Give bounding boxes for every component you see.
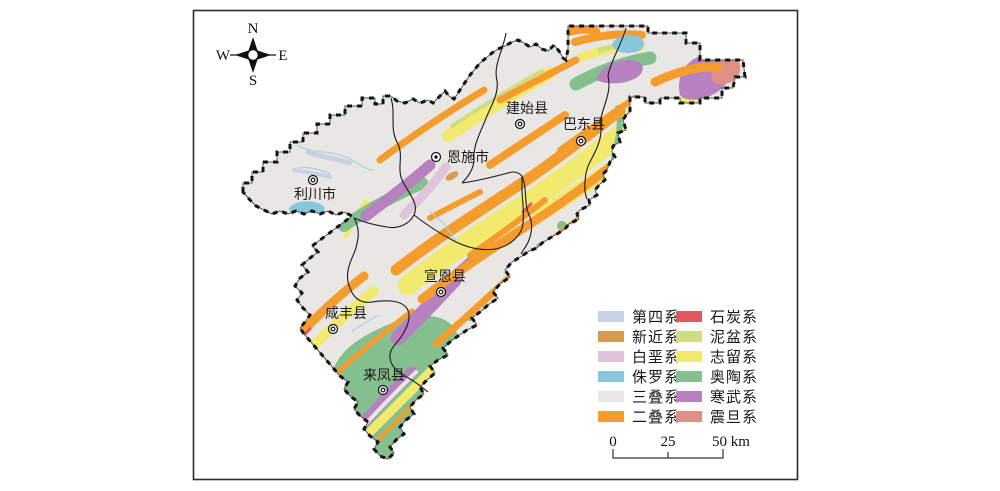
scale-bar: 0 25 50 km (609, 434, 750, 459)
geology-permian-band (297, 271, 369, 337)
city-symbol-xuanen (435, 286, 447, 298)
county-boundary-line (520, 175, 533, 255)
geology-silurian-band (398, 116, 642, 295)
legend-label: 二叠系 (632, 409, 681, 426)
geology-permian-band (650, 62, 723, 87)
legend-swatch (598, 310, 624, 322)
legend-swatch (598, 350, 624, 362)
compass-n-label: N (248, 21, 259, 37)
legend-label: 三叠系 (632, 389, 681, 406)
county-boundary-line (584, 27, 627, 200)
geology-permian-band (496, 56, 580, 104)
legend-item: 奥陶系 (676, 366, 758, 386)
legend-item: 二叠系 (598, 406, 680, 426)
legend-swatch (676, 350, 702, 362)
legend-label: 侏罗系 (632, 369, 681, 386)
geology-silurian-band (365, 361, 441, 437)
city-symbol-laifeng (377, 384, 389, 396)
legend-swatch (676, 370, 702, 382)
legend-item: 寒武系 (676, 386, 758, 406)
legend-label: 奥陶系 (710, 369, 759, 386)
city-label-xuanen: 宣恩县 (424, 269, 466, 285)
prefecture-boundary-dashes (241, 24, 747, 461)
geology-permian-band (557, 95, 638, 153)
legend-label: 第四系 (632, 309, 681, 326)
city-label-xianfeng: 咸丰县 (325, 306, 367, 322)
legend-swatch (676, 390, 702, 402)
geology-permian-band (571, 30, 646, 46)
geology-quaternary-band (305, 149, 353, 166)
city-label-badong: 巴东县 (563, 117, 605, 133)
legend-swatch (598, 390, 624, 402)
city-label-enshi: 恩施市 (447, 149, 489, 166)
legend-label: 寒武系 (710, 389, 759, 406)
compass-s-label: S (249, 73, 257, 89)
geology-permian-band (333, 308, 415, 377)
legend-label: 新近系 (632, 329, 681, 346)
city-label-laifeng: 来凤县 (363, 368, 405, 384)
legend-item: 石炭系 (676, 306, 758, 326)
legend-item: 白垩系 (598, 346, 680, 366)
city-symbol-lichuan (307, 174, 319, 186)
geology-cambrian-band (360, 159, 436, 222)
county-boundary-line (346, 217, 429, 393)
city-symbol-xianfeng (327, 323, 339, 335)
river-lines (297, 145, 457, 332)
city-symbol-badong (575, 135, 587, 147)
legend-item: 震旦系 (676, 406, 758, 426)
city-label-lichuan: 利川市 (294, 186, 336, 203)
county-boundaries (346, 27, 627, 393)
legend-label: 石炭系 (710, 309, 759, 326)
geology-quaternary-band (292, 168, 332, 179)
compass-rose: N S W E (216, 21, 288, 89)
legend-column-1: 第四系 新近系 白垩系 侏罗系 三叠系 二叠系 (598, 306, 680, 426)
city-label-jianshi: 建始县 (506, 101, 548, 117)
legend-label: 泥盆系 (710, 329, 759, 346)
geology-jurassic-patch (612, 35, 645, 53)
compass-hub (246, 48, 260, 62)
geology-cambrian-patch (596, 60, 643, 84)
legend-label: 震旦系 (710, 409, 759, 426)
legend-item: 三叠系 (598, 386, 680, 406)
city-symbol-enshi (430, 151, 442, 163)
geology-devonian-band (450, 69, 544, 128)
geology-neogene-patch (445, 171, 459, 181)
geology-permian-band (486, 111, 569, 169)
legend-item: 泥盆系 (676, 326, 758, 346)
county-boundary-line (353, 97, 416, 229)
scale-label-0: 0 (609, 434, 617, 450)
legend-swatch (598, 410, 624, 422)
county-boundary-line (413, 176, 524, 251)
legend-item: 第四系 (598, 306, 680, 326)
scale-label-50km: 50 km (712, 434, 750, 450)
geology-silurian-band (307, 286, 379, 352)
legend-column-2: 石炭系 泥盆系 志留系 奥陶系 寒武系 震旦系 (676, 306, 758, 426)
legend-swatch (676, 310, 702, 322)
county-boundary-line (461, 171, 523, 184)
compass-w-label: W (216, 48, 231, 64)
legend-label: 志留系 (710, 349, 759, 366)
legend-item: 志留系 (676, 346, 758, 366)
legend-swatch (598, 370, 624, 382)
geology-cretaceous-band (399, 162, 451, 220)
geology-permian-band (467, 197, 548, 258)
county-boundary-line (461, 32, 507, 184)
scale-label-25: 25 (661, 434, 676, 450)
city-symbol-jianshi (514, 118, 526, 130)
legend-swatch (676, 410, 702, 422)
legend-item: 侏罗系 (598, 366, 680, 386)
compass-e-label: E (278, 48, 287, 64)
legend-item: 新近系 (598, 326, 680, 346)
geology-permian-band (376, 86, 488, 164)
legend-swatch (598, 330, 624, 342)
city-markers: 利川市 恩施市 建始县 巴东县 宣恩县 咸丰县 来凤 (294, 101, 605, 396)
legend-swatch (676, 330, 702, 342)
legend-label: 白垩系 (632, 349, 681, 366)
